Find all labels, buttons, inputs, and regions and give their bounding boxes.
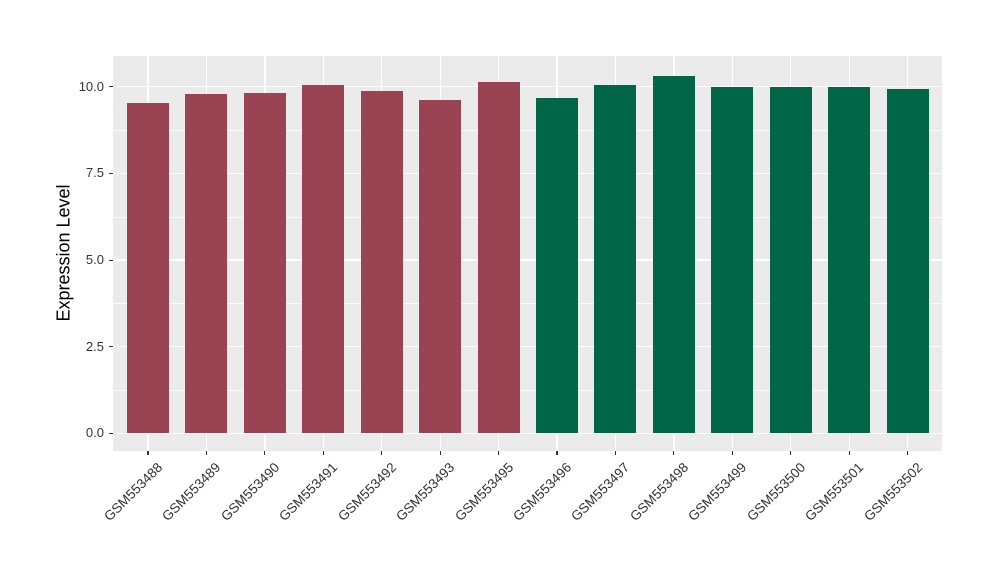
y-tick-label: 5.0	[85, 252, 104, 268]
gridline-horizontal-minor	[113, 130, 942, 131]
y-tick-mark	[109, 346, 113, 348]
x-tick-mark	[673, 451, 675, 455]
bar-GSM553501	[828, 87, 871, 434]
y-tick-mark	[109, 432, 113, 434]
y-tick-mark	[109, 259, 113, 261]
x-tick-mark	[497, 451, 500, 455]
x-tick-label: GSM553492	[334, 459, 400, 524]
x-tick-label: GSM553495	[451, 459, 516, 524]
x-tick-label: GSM553489	[159, 459, 224, 524]
gridline-horizontal-major	[113, 86, 942, 88]
x-tick-label: GSM553496	[510, 459, 575, 524]
x-tick-mark	[147, 451, 149, 455]
gridline-horizontal-major	[113, 346, 942, 348]
x-tick-label: GSM553501	[802, 459, 867, 524]
x-tick-mark	[439, 451, 441, 455]
x-tick-mark	[322, 451, 324, 455]
x-tick-mark	[205, 451, 208, 455]
gridline-horizontal-minor	[113, 216, 942, 218]
x-tick-mark	[790, 451, 792, 455]
bar-GSM553491	[302, 85, 345, 434]
bar-GSM553497	[594, 85, 637, 434]
x-tick-label: GSM553488	[101, 459, 166, 524]
x-tick-mark	[614, 451, 617, 455]
bar-GSM553495	[477, 82, 520, 434]
y-tick-mark	[109, 86, 113, 88]
x-tick-mark	[556, 451, 558, 455]
bar-GSM553488	[127, 103, 169, 434]
x-tick-label: GSM553502	[860, 459, 925, 524]
x-tick-mark	[264, 451, 266, 455]
gridline-horizontal-minor	[113, 303, 942, 305]
y-tick-mark	[109, 172, 113, 175]
x-tick-mark	[731, 451, 733, 455]
y-tick-label: 0.0	[85, 425, 104, 441]
bar-GSM553498	[652, 75, 695, 434]
gridline-horizontal-major	[113, 432, 942, 435]
bar-GSM553492	[360, 90, 403, 434]
bar-GSM553493	[419, 99, 462, 434]
y-tick-label: 7.5	[85, 165, 104, 181]
y-tick-label: 10.0	[78, 78, 104, 94]
x-tick-label: GSM553493	[393, 459, 458, 524]
x-tick-label: GSM553500	[743, 459, 809, 524]
bar-GSM553499	[711, 87, 754, 434]
x-tick-mark	[906, 451, 909, 455]
bar-GSM553496	[536, 98, 578, 434]
x-tick-label: GSM553491	[276, 459, 341, 524]
bar-GSM553502	[886, 88, 929, 434]
plot-panel	[113, 56, 942, 451]
x-tick-mark	[381, 451, 383, 455]
gridline-horizontal-minor	[113, 390, 942, 391]
x-tick-label: GSM553499	[685, 459, 750, 524]
y-tick-label: 2.5	[85, 338, 104, 354]
x-tick-mark	[848, 451, 850, 455]
bar-GSM553489	[185, 93, 228, 434]
gridline-horizontal-major	[113, 172, 942, 175]
bar-GSM553490	[243, 92, 286, 434]
bar-GSM553500	[769, 86, 812, 434]
gridline-horizontal-major	[113, 259, 942, 261]
x-tick-label: GSM553497	[568, 459, 633, 524]
